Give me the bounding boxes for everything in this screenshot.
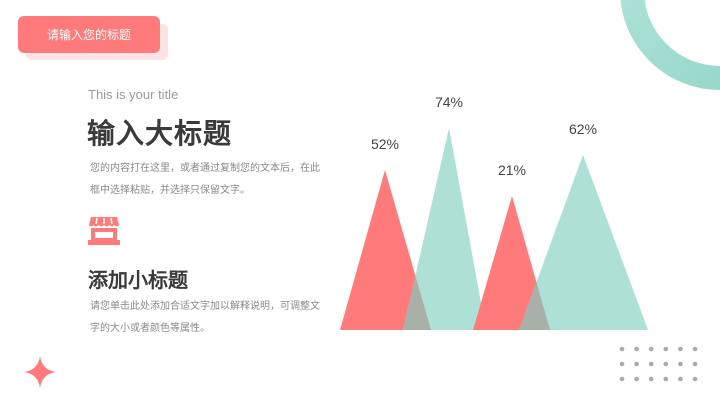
data-label-1: 52% xyxy=(371,136,399,152)
dot xyxy=(634,346,639,352)
dot xyxy=(648,376,654,382)
section-title: 添加小标题 xyxy=(88,268,188,292)
dot xyxy=(678,376,683,382)
title-tag-label: 请输入您的标题 xyxy=(46,28,131,42)
description-text: 您的内容打在这里，或者通过复制您的文本后，在此框中选择粘贴，并选择只保留文字。 xyxy=(90,163,320,196)
data-label-4: 62% xyxy=(569,121,597,137)
section-description: 请您单击此处添加合适文字加以解释说明，可调整文字的大小或者颜色等属性。 xyxy=(90,301,320,334)
triangle-bar-3 xyxy=(473,196,550,330)
dot xyxy=(634,361,639,367)
triangle-bar-1 xyxy=(340,170,431,330)
dot-grid xyxy=(619,346,698,382)
dot xyxy=(648,346,654,352)
dot xyxy=(692,346,698,352)
dot xyxy=(678,346,683,352)
dot xyxy=(663,346,669,352)
dot xyxy=(619,376,625,382)
dot xyxy=(692,376,698,382)
data-label-3: 21% xyxy=(498,162,526,178)
page-title: 输入大标题 xyxy=(87,117,233,150)
dot xyxy=(678,361,683,367)
dot xyxy=(634,376,639,382)
triangle-bar-2 xyxy=(403,128,486,330)
dot xyxy=(663,361,669,367)
decorative-ring xyxy=(620,0,720,90)
dot xyxy=(663,376,669,382)
title-tag: 请输入您的标题 xyxy=(18,16,160,53)
shop-icon xyxy=(88,216,120,250)
dot xyxy=(619,361,625,367)
triangle-bar-4 xyxy=(519,155,648,330)
dot xyxy=(648,361,654,367)
english-subtitle: This is your title xyxy=(88,87,179,102)
sparkle-icon xyxy=(24,356,56,392)
data-label-2: 74% xyxy=(435,94,463,110)
dot xyxy=(619,346,625,352)
dot xyxy=(692,361,698,367)
